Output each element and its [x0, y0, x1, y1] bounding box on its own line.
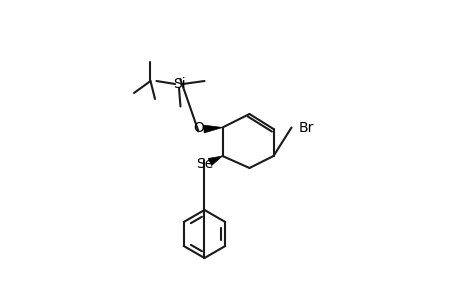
Text: O: O	[193, 121, 203, 134]
Text: Br: Br	[298, 121, 313, 134]
Polygon shape	[208, 156, 222, 166]
Polygon shape	[203, 125, 222, 133]
Text: Si: Si	[172, 77, 185, 91]
Text: Se: Se	[196, 157, 213, 170]
